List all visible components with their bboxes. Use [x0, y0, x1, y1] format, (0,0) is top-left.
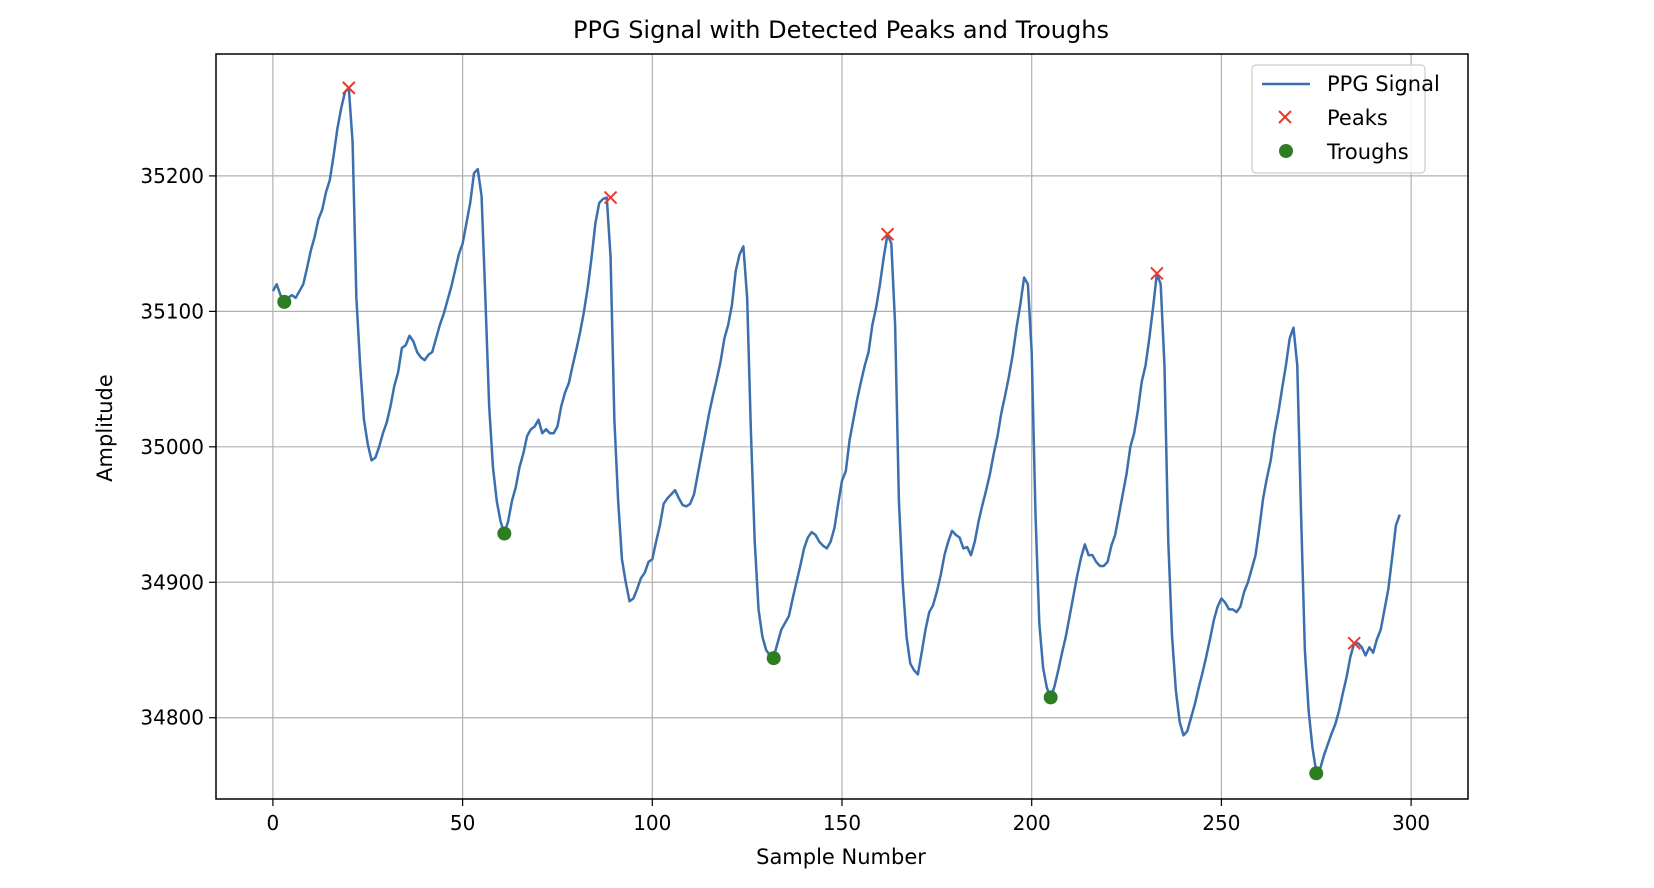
x-tick-label: 150 [823, 811, 861, 835]
x-axis-ticks: 0 50 100 150 200 250 300 [267, 799, 1430, 835]
y-tick-label: 35100 [140, 299, 204, 323]
ppg-signal-line [271, 86, 1401, 774]
series-layer [271, 86, 1401, 774]
chart-title: PPG Signal with Detected Peaks and Troug… [573, 16, 1109, 44]
legend-peaks-label: Peaks [1327, 106, 1388, 130]
trough-point [1043, 690, 1058, 705]
trough-point [766, 651, 781, 666]
legend: PPG Signal Peaks Troughs [1251, 64, 1440, 174]
legend-troughs-label: Troughs [1326, 140, 1409, 164]
peak-marker [1150, 266, 1164, 281]
x-tick-label: 0 [267, 811, 280, 835]
trough-point [277, 294, 292, 309]
legend-box [1251, 64, 1426, 174]
peak-marker [1347, 636, 1361, 650]
x-tick-label: 50 [450, 811, 475, 835]
peak-marker [880, 227, 895, 241]
grid-lines [216, 54, 1468, 799]
marker-layer [277, 81, 1361, 781]
y-tick-label: 34900 [140, 570, 204, 594]
x-tick-label: 300 [1392, 811, 1430, 835]
x-tick-label: 100 [633, 811, 671, 835]
y-axis-label: Amplitude [93, 374, 117, 482]
legend-troughs-swatch [1279, 144, 1293, 158]
trough-point [497, 526, 512, 541]
y-tick-label: 35200 [140, 164, 204, 188]
trough-point [1309, 766, 1324, 781]
peak-marker [342, 81, 356, 95]
y-axis-ticks: 34800 34900 35000 35100 35200 [140, 164, 216, 730]
peak-marker [603, 190, 618, 205]
y-tick-label: 34800 [140, 706, 204, 730]
legend-signal-label: PPG Signal [1327, 72, 1440, 96]
x-axis-label: Sample Number [756, 845, 926, 869]
x-tick-label: 200 [1013, 811, 1051, 835]
x-tick-label: 250 [1202, 811, 1240, 835]
y-tick-label: 35000 [140, 435, 204, 459]
legend-peaks-swatch [1278, 110, 1292, 124]
